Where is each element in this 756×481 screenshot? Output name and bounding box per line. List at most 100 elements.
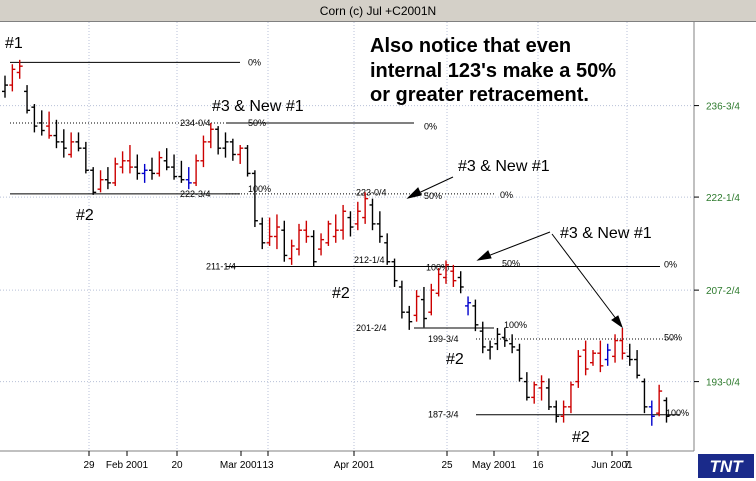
price-bar bbox=[119, 151, 126, 174]
retracement-label: 201-2/4 bbox=[356, 323, 387, 333]
x-tick-label: 7 bbox=[624, 460, 630, 471]
price-bar bbox=[582, 340, 589, 376]
retracement-label: 100% bbox=[504, 320, 527, 330]
label-point-2b: #2 bbox=[332, 285, 350, 302]
y-axis-ticks: 236-3/4 222-1/4 207-2/4 193-0/4 bbox=[694, 102, 740, 389]
retracement-label: 100% bbox=[426, 262, 449, 272]
x-tick-label: 29 bbox=[83, 460, 95, 471]
arrow-to-top-2 bbox=[479, 231, 551, 260]
price-bar bbox=[296, 223, 302, 256]
note-text: Also notice that even internal 123's mak… bbox=[370, 35, 616, 106]
x-tick-label: May 2001 bbox=[472, 460, 516, 471]
price-bar bbox=[273, 214, 280, 250]
price-bar bbox=[509, 334, 516, 354]
price-bar bbox=[597, 340, 604, 373]
logo-text: TNT bbox=[709, 457, 744, 476]
x-tick-label: Feb 2001 bbox=[106, 460, 149, 471]
price-bar bbox=[494, 327, 501, 351]
x-tick-label: 25 bbox=[441, 460, 453, 471]
price-bar bbox=[347, 211, 354, 237]
arrowhead-1 bbox=[406, 187, 422, 199]
window-title: Corn (c) Jul +C2001N bbox=[319, 4, 437, 18]
x-axis-ticks: 29 Feb 2001 20 Mar 2001 13 Apr 2001 25 May 2001… bbox=[83, 451, 633, 471]
price-bar bbox=[163, 148, 170, 171]
price-bar bbox=[207, 122, 214, 149]
price-bar bbox=[332, 214, 339, 243]
price-bar bbox=[53, 119, 60, 149]
price-bar bbox=[112, 157, 119, 187]
price-bar bbox=[237, 145, 244, 164]
price-bar bbox=[612, 334, 619, 363]
price-bar bbox=[641, 378, 648, 414]
retracement-label: 100% bbox=[666, 408, 689, 418]
price-bar bbox=[200, 135, 207, 168]
price-bar bbox=[590, 350, 596, 366]
price-bar bbox=[31, 104, 38, 133]
price-bar bbox=[435, 268, 442, 297]
label-point-2d: #2 bbox=[572, 429, 590, 446]
price-bar bbox=[318, 233, 325, 256]
y-axis-panel bbox=[694, 22, 756, 481]
retracement-label: 100% bbox=[248, 184, 271, 194]
price-bar bbox=[185, 167, 192, 190]
price-bar bbox=[656, 384, 663, 417]
retracement-label: 50% bbox=[502, 259, 520, 269]
retracement-label: 234-0/4 bbox=[180, 118, 211, 128]
price-bar bbox=[141, 163, 148, 183]
price-bar bbox=[325, 220, 332, 246]
price-bar bbox=[450, 264, 457, 287]
label-point-1: #1 bbox=[5, 35, 23, 52]
retracement-lines: 0% 234-0/4 50% 0% 222-3/4 100% 223-0/4 50% 0% 211… bbox=[10, 57, 689, 420]
arrow-to-top-3 bbox=[551, 233, 621, 325]
price-bar bbox=[68, 132, 75, 158]
retracement-label: 222-3/4 bbox=[180, 189, 211, 199]
price-bar bbox=[531, 381, 538, 404]
retracement-label: 223-0/4 bbox=[356, 187, 387, 197]
x-tick-label: 20 bbox=[171, 460, 183, 471]
price-bar bbox=[465, 296, 472, 316]
price-bar bbox=[24, 85, 31, 114]
price-bar bbox=[82, 141, 89, 174]
price-bar bbox=[281, 220, 288, 262]
price-bars bbox=[2, 59, 670, 426]
price-bar bbox=[149, 157, 155, 180]
x-tick-label: Mar 2001 bbox=[220, 460, 263, 471]
price-bar bbox=[362, 192, 369, 224]
price-bar bbox=[288, 239, 295, 265]
price-bar bbox=[428, 283, 435, 316]
price-bar bbox=[457, 271, 464, 294]
x-tick-label: 13 bbox=[262, 460, 274, 471]
price-bar bbox=[523, 372, 530, 401]
y-tick-label: 222-1/4 bbox=[706, 193, 740, 204]
price-bar bbox=[567, 381, 574, 414]
price-bar bbox=[413, 290, 420, 322]
x-tick-label: 16 bbox=[532, 460, 544, 471]
window-titlebar: Corn (c) Jul +C2001N bbox=[0, 0, 756, 22]
price-bar bbox=[560, 400, 567, 423]
price-bar bbox=[60, 129, 67, 158]
price-bar bbox=[406, 305, 413, 330]
note-line-2: internal 123's make a 50% bbox=[370, 60, 616, 82]
price-bar bbox=[420, 286, 427, 328]
retracement-label: 199-3/4 bbox=[428, 334, 459, 344]
x-axis-panel bbox=[0, 451, 694, 481]
price-bar bbox=[303, 220, 310, 243]
price-bar bbox=[545, 378, 552, 410]
price-bar bbox=[229, 138, 236, 161]
price-bar bbox=[634, 350, 641, 379]
label-point-2a: #2 bbox=[76, 207, 94, 224]
grid bbox=[0, 22, 694, 451]
price-bar bbox=[310, 230, 317, 267]
y-tick-label: 193-0/4 bbox=[706, 378, 740, 389]
price-bar bbox=[222, 132, 229, 158]
y-tick-label: 236-3/4 bbox=[706, 102, 740, 113]
price-bar bbox=[16, 59, 23, 79]
retracement-label: 0% bbox=[248, 57, 261, 67]
price-bar bbox=[90, 167, 97, 195]
price-bar bbox=[443, 260, 449, 284]
price-chart[interactable]: 29 Feb 2001 20 Mar 2001 13 Apr 2001 25 May 2001… bbox=[0, 22, 756, 481]
tnt-logo: TNT bbox=[698, 454, 754, 478]
label-point-3a: #3 & New #1 bbox=[212, 98, 304, 115]
price-bar bbox=[2, 75, 8, 98]
price-bar bbox=[156, 151, 163, 177]
